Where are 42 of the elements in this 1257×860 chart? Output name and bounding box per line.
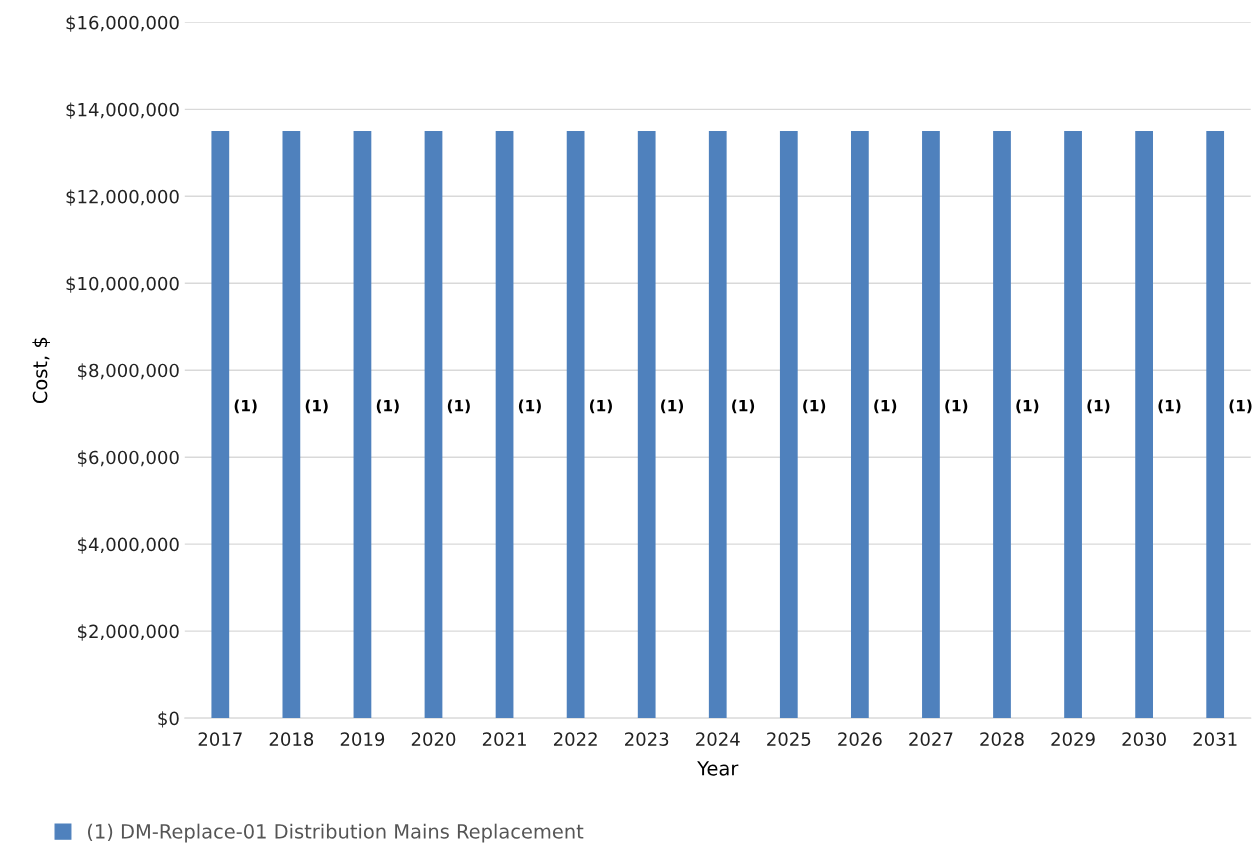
- x-tick-label: 2017: [198, 732, 242, 746]
- y-tick-label: $2,000,000: [78, 624, 179, 641]
- annotation: (1): [1087, 399, 1110, 414]
- annotation: (1): [305, 399, 328, 414]
- y-axis-title: Cost, $: [32, 337, 50, 404]
- annotation: (1): [376, 399, 399, 414]
- annotation: (1): [1158, 399, 1181, 414]
- x-tick-label: 2024: [696, 732, 740, 746]
- y-tick-label: $10,000,000: [66, 276, 179, 293]
- annotation: (1): [589, 399, 612, 414]
- annotation: (1): [874, 399, 897, 414]
- y-tick-label: $14,000,000: [66, 102, 179, 119]
- annotation: (1): [518, 399, 541, 414]
- x-tick-label: 2030: [1122, 732, 1166, 746]
- x-tick-label: 2022: [553, 732, 597, 746]
- x-tick-label: 2019: [340, 732, 385, 746]
- y-tick-label: $4,000,000: [78, 537, 179, 554]
- x-tick-label: 2025: [767, 732, 811, 746]
- x-tick-label: 2028: [980, 732, 1024, 746]
- x-tick-label: 2023: [625, 732, 669, 746]
- y-tick-label: $8,000,000: [78, 363, 179, 380]
- x-tick-label: 2018: [269, 732, 314, 746]
- annotation: (1): [234, 399, 257, 414]
- x-tick-label: 2020: [411, 732, 456, 746]
- y-tick-label: $0: [158, 711, 179, 728]
- x-tick-label: 2029: [1051, 732, 1095, 746]
- y-tick-label: $12,000,000: [66, 189, 179, 206]
- y-tick-label: $6,000,000: [78, 450, 179, 467]
- y-tick-label: $16,000,000: [66, 15, 179, 32]
- x-tick-label: 2021: [482, 732, 526, 746]
- annotation: (1): [661, 399, 684, 414]
- legend-label: (1) DM-Replace-01 Distribution Mains Replacement: [87, 823, 584, 843]
- annotation: (1): [803, 399, 826, 414]
- annotation: (1): [1229, 399, 1252, 414]
- annotation: (1): [732, 399, 755, 414]
- x-axis-title: Year: [697, 761, 739, 776]
- x-tick-label: 2026: [838, 732, 882, 746]
- x-tick-label: 2031: [1193, 732, 1237, 746]
- annotation: (1): [1016, 399, 1039, 414]
- annotation: (1): [945, 399, 968, 414]
- annotation: (1): [447, 399, 470, 414]
- x-tick-label: 2027: [909, 732, 953, 746]
